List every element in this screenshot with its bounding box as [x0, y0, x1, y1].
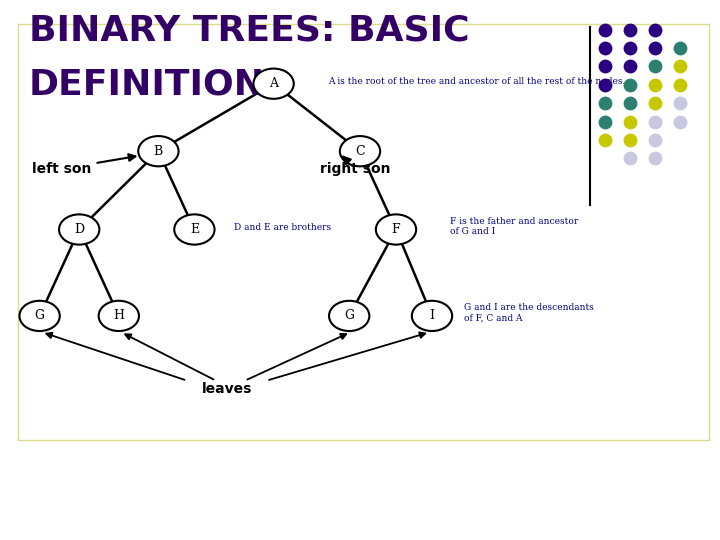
Point [675, 117, 686, 126]
Text: BINARY TREES: BASIC: BINARY TREES: BASIC [29, 14, 469, 48]
Text: F is the father and ancestor
of G and I: F is the father and ancestor of G and I [450, 217, 578, 237]
Text: D and E are brothers: D and E are brothers [234, 224, 331, 232]
Point [599, 136, 611, 144]
Text: G and I are the descendants
of F, C and A: G and I are the descendants of F, C and … [464, 303, 594, 323]
Point [649, 154, 661, 163]
Circle shape [99, 301, 139, 331]
Circle shape [253, 69, 294, 99]
Point [624, 117, 636, 126]
Point [675, 80, 686, 89]
Point [649, 80, 661, 89]
Circle shape [340, 136, 380, 166]
Point [649, 62, 661, 71]
Point [675, 44, 686, 52]
Text: DEFINITIONS: DEFINITIONS [29, 68, 291, 102]
Text: right son: right son [320, 157, 391, 176]
Point [675, 99, 686, 107]
Point [624, 62, 636, 71]
Text: C: C [355, 145, 365, 158]
Text: B: B [154, 145, 163, 158]
Point [599, 80, 611, 89]
Point [675, 62, 686, 71]
Point [624, 44, 636, 52]
Point [649, 99, 661, 107]
Point [624, 25, 636, 34]
Text: A is the root of the tree and ancestor of all the rest of the nodes.: A is the root of the tree and ancestor o… [328, 77, 625, 85]
Point [599, 117, 611, 126]
Text: H: H [113, 309, 125, 322]
Circle shape [19, 301, 60, 331]
Point [649, 117, 661, 126]
Point [599, 25, 611, 34]
Point [624, 80, 636, 89]
Point [649, 136, 661, 144]
Circle shape [412, 301, 452, 331]
FancyBboxPatch shape [18, 24, 709, 440]
Point [649, 44, 661, 52]
Point [624, 154, 636, 163]
Text: D: D [74, 223, 84, 236]
Circle shape [174, 214, 215, 245]
Text: leaves: leaves [202, 382, 252, 396]
Circle shape [329, 301, 369, 331]
Text: I: I [430, 309, 434, 322]
Point [599, 99, 611, 107]
Point [599, 62, 611, 71]
Circle shape [376, 214, 416, 245]
Text: G: G [35, 309, 45, 322]
Text: A: A [269, 77, 278, 90]
Point [599, 44, 611, 52]
Circle shape [59, 214, 99, 245]
Point [649, 25, 661, 34]
Point [624, 136, 636, 144]
Text: left son: left son [32, 154, 135, 176]
Point [624, 99, 636, 107]
Text: G: G [344, 309, 354, 322]
Text: E: E [190, 223, 199, 236]
Circle shape [138, 136, 179, 166]
Text: F: F [392, 223, 400, 236]
